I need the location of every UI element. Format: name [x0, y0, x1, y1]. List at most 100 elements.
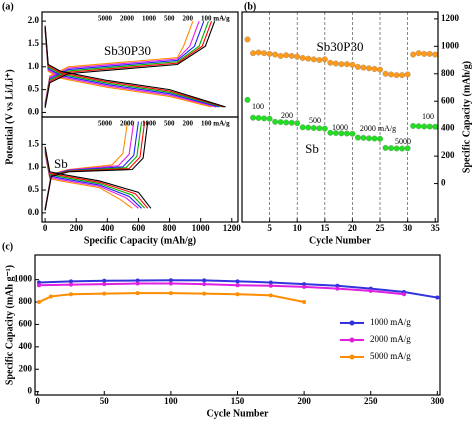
y-tick-label: 0.5 [28, 184, 40, 194]
point [235, 292, 240, 297]
legend-label: 100 mA/g [201, 15, 230, 23]
x-axis-title: Specific Capacity (mAh/g) [84, 235, 196, 246]
legend-label: 5000 mA/g [370, 351, 411, 361]
point [68, 282, 73, 287]
y-tick-label: 1200 [441, 13, 460, 23]
point [102, 278, 107, 283]
legend-label: 1000 [142, 120, 157, 128]
discharge-curve [44, 146, 152, 209]
point [283, 119, 290, 126]
point [168, 281, 173, 286]
point [377, 66, 383, 73]
y-tick-label: 1.0 [28, 61, 40, 71]
point [68, 292, 73, 297]
point [335, 286, 340, 291]
point [421, 50, 428, 57]
charge-curve [44, 20, 216, 108]
y-tick-label: 600 [441, 95, 455, 105]
rate-label: 200 [281, 111, 293, 120]
rate-label: 5000 [395, 137, 411, 146]
legend-label: 200 [183, 120, 194, 128]
point [327, 59, 334, 66]
point [261, 115, 268, 122]
point [68, 279, 73, 284]
y-axis-title: Potential (V vs Li/Li⁺) [4, 69, 15, 164]
point [48, 294, 53, 299]
point [277, 119, 284, 126]
plot-frame [34, 254, 441, 396]
legend-label: 5000 [98, 120, 113, 128]
point [135, 291, 140, 296]
point [202, 278, 207, 283]
point [321, 56, 328, 63]
panel-label: (c) [2, 241, 13, 252]
point [302, 300, 307, 305]
point [102, 282, 107, 287]
x-tick-label: 100 [164, 396, 178, 406]
legend-label: 100 mA/g [201, 120, 230, 128]
legend-label: 2000 [120, 15, 135, 23]
panel-label: (a) [2, 1, 14, 12]
point [421, 123, 428, 130]
x-tick-label: 50 [100, 396, 110, 406]
y-tick-label: 0.0 [28, 106, 40, 116]
y-tick-label: 0.5 [28, 84, 40, 94]
plot-frame [41, 116, 239, 223]
point [402, 292, 407, 297]
y-tick-label: 1.5 [28, 38, 40, 48]
point [272, 51, 279, 58]
point [283, 52, 290, 59]
rate-label: 2000 mA/g [360, 124, 396, 133]
point [432, 123, 439, 130]
y-tick-label: 800 [19, 296, 33, 306]
point [102, 291, 107, 296]
x-tick-label: 0 [43, 223, 48, 233]
point [426, 123, 433, 130]
point [302, 282, 307, 287]
point [410, 122, 417, 129]
annotation: Sb [54, 156, 68, 171]
point [244, 36, 251, 43]
discharge-curve [44, 25, 226, 108]
legend-marker [349, 354, 355, 360]
y-tick-label: 1.5 [28, 138, 40, 148]
legend-label: 500 [164, 120, 175, 128]
point [393, 145, 400, 152]
x-tick-label: 1000 [192, 223, 211, 233]
y2-axis-title: Specific Capacity (mAh/g) [461, 61, 472, 173]
charge-curve [44, 20, 205, 106]
x-tick-label: 5 [267, 223, 272, 233]
x-axis-title: Cycle Number [309, 235, 371, 246]
point [305, 124, 312, 131]
point [266, 50, 273, 57]
point [272, 118, 279, 125]
charge-curve [44, 20, 194, 104]
rate-label: 100 [422, 112, 434, 121]
y-tick-label: 1000 [14, 274, 33, 284]
point [360, 134, 367, 141]
point [366, 135, 372, 142]
point [388, 71, 395, 78]
point [294, 53, 301, 60]
rate-label: 100 [252, 102, 264, 111]
point [202, 291, 207, 296]
point [36, 283, 41, 288]
point [305, 55, 312, 62]
point [299, 124, 306, 131]
y-tick-label: 200 [19, 363, 33, 373]
point [349, 61, 356, 68]
point [255, 115, 262, 121]
legend-label: 200 [183, 15, 194, 23]
y-tick-label: 1.0 [28, 161, 40, 171]
y-tick-label: 200 [441, 150, 455, 160]
point [426, 50, 433, 57]
point [36, 300, 41, 305]
point [404, 145, 411, 152]
charge-curve [44, 20, 213, 108]
x-tick-label: 20 [348, 223, 358, 233]
point [382, 70, 389, 77]
x-tick-label: 600 [132, 223, 146, 233]
point [415, 123, 422, 130]
point [368, 288, 373, 293]
